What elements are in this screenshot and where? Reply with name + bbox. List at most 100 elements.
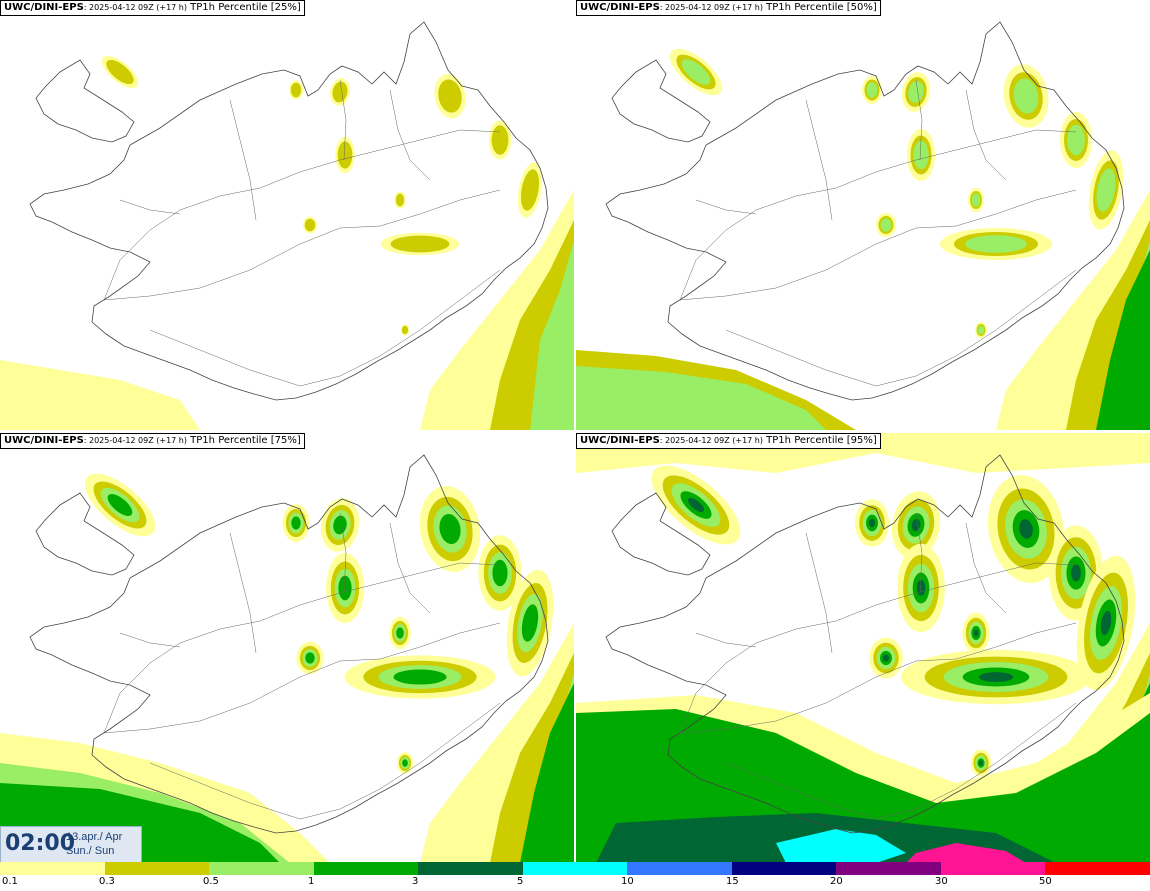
- precip-area: [395, 193, 405, 207]
- road-line: [389, 89, 431, 181]
- field-name: TP1h Percentile [95%]: [766, 435, 877, 446]
- road-line: [103, 187, 261, 301]
- road-line: [679, 189, 1077, 301]
- coastline: [29, 454, 549, 834]
- legend-tick-label: 0.5: [203, 876, 219, 887]
- precip-area: [979, 760, 983, 766]
- precip-area: [107, 494, 133, 516]
- model-name: UWC/DINI-EPS: [4, 435, 84, 446]
- precip-area: [908, 81, 924, 103]
- legend-tick-label: 5: [517, 876, 524, 887]
- legend-swatch: [209, 862, 314, 875]
- precip-area: [971, 193, 981, 207]
- valid-date: 13.apr./ Apr Sun./ Sun: [66, 830, 122, 858]
- run-info: : 2025-04-12 09Z (+17 h): [83, 436, 187, 445]
- road-line: [835, 129, 1077, 189]
- road-line: [965, 89, 1007, 181]
- precip-map: [576, 433, 1150, 863]
- legend-labels: 0.1 0.3 0.5 1 3 5 10 15 20 30 50: [0, 876, 1150, 890]
- precip-area: [688, 497, 704, 513]
- legend-swatch: [522, 862, 628, 875]
- precip-area: [868, 518, 876, 528]
- precip-area: [393, 669, 447, 685]
- road-line: [695, 632, 757, 648]
- precip-area: [866, 82, 878, 98]
- run-info: : 2025-04-12 09Z (+17 h): [659, 3, 763, 12]
- precip-map: [576, 0, 1150, 430]
- road-line: [835, 562, 1077, 622]
- precip-area: [916, 580, 926, 596]
- legend-bar: [0, 862, 1150, 875]
- road-line: [805, 532, 833, 654]
- precip-area: [882, 654, 890, 662]
- road-line: [725, 702, 1077, 820]
- precip-area: [333, 515, 347, 535]
- precip-area: [439, 514, 461, 544]
- road-line: [679, 622, 1077, 734]
- precip-area: [1013, 78, 1039, 114]
- precip-area: [977, 325, 985, 335]
- road-line: [915, 79, 923, 161]
- precip-area: [681, 59, 711, 85]
- precip-area: [1019, 519, 1033, 539]
- precip-area: [291, 516, 301, 530]
- precip-area: [438, 79, 462, 113]
- field-name: TP1h Percentile [25%]: [190, 2, 301, 13]
- panel-divider: [0, 430, 1150, 433]
- road-line: [103, 189, 501, 301]
- precip-area: [973, 629, 979, 637]
- precip-area: [776, 829, 906, 863]
- road-line: [339, 79, 347, 161]
- legend-tick-label: 1: [308, 876, 315, 887]
- legend-tick-label: 0.3: [99, 876, 115, 887]
- road-line: [915, 512, 923, 594]
- panel-title: UWC/DINI-EPS: 2025-04-12 09Z (+17 h) TP1…: [0, 433, 305, 449]
- road-line: [679, 187, 837, 301]
- precip-area: [1096, 168, 1116, 212]
- precip-area: [402, 759, 408, 767]
- precip-area: [332, 81, 348, 103]
- precip-area: [106, 59, 134, 85]
- precip-area: [290, 82, 302, 98]
- precip-map: [0, 433, 574, 863]
- legend-tick-label: 3: [412, 876, 419, 887]
- model-name: UWC/DINI-EPS: [580, 435, 660, 446]
- valid-day-label: Sun./ Sun: [66, 845, 115, 857]
- precip-area: [305, 652, 315, 664]
- panel-title: UWC/DINI-EPS: 2025-04-12 09Z (+17 h) TP1…: [576, 433, 881, 449]
- valid-date-label: 13.apr./ Apr: [66, 831, 123, 843]
- road-line: [965, 522, 1007, 614]
- precip-area: [913, 140, 929, 170]
- valid-time: 02:00: [5, 831, 76, 856]
- run-info: : 2025-04-12 09Z (+17 h): [83, 3, 187, 12]
- precip-area: [0, 360, 200, 430]
- panel-title: UWC/DINI-EPS: 2025-04-12 09Z (+17 h) TP1…: [0, 0, 305, 16]
- map-panel-p95: UWC/DINI-EPS: 2025-04-12 09Z (+17 h) TP1…: [576, 433, 1150, 863]
- coastline: [605, 21, 1125, 401]
- color-legend: 0.1 0.3 0.5 1 3 5 10 15 20 30 50: [0, 862, 1150, 891]
- precip-area: [401, 325, 409, 335]
- legend-swatch: [627, 862, 732, 875]
- precip-area: [492, 559, 508, 587]
- legend-swatch: [313, 862, 419, 875]
- road-line: [103, 622, 501, 734]
- precip-area: [880, 218, 892, 232]
- road-line: [695, 199, 757, 215]
- road-line: [259, 129, 501, 189]
- model-name: UWC/DINI-EPS: [4, 2, 84, 13]
- model-name: UWC/DINI-EPS: [580, 2, 660, 13]
- road-line: [149, 702, 501, 820]
- precip-area: [1100, 610, 1112, 636]
- precip-area: [1067, 124, 1085, 156]
- map-panel-p50: UWC/DINI-EPS: 2025-04-12 09Z (+17 h) TP1…: [576, 0, 1150, 430]
- road-line: [339, 512, 347, 594]
- precip-area: [396, 627, 404, 639]
- precip-area: [1096, 250, 1150, 430]
- legend-swatch: [836, 862, 941, 875]
- coastline: [605, 454, 1125, 834]
- legend-tick-label: 50: [1039, 876, 1052, 887]
- precip-area: [978, 672, 1014, 682]
- legend-swatch: [940, 862, 1046, 875]
- road-line: [725, 269, 1077, 387]
- map-panel-p75: UWC/DINI-EPS: 2025-04-12 09Z (+17 h) TP1…: [0, 433, 574, 863]
